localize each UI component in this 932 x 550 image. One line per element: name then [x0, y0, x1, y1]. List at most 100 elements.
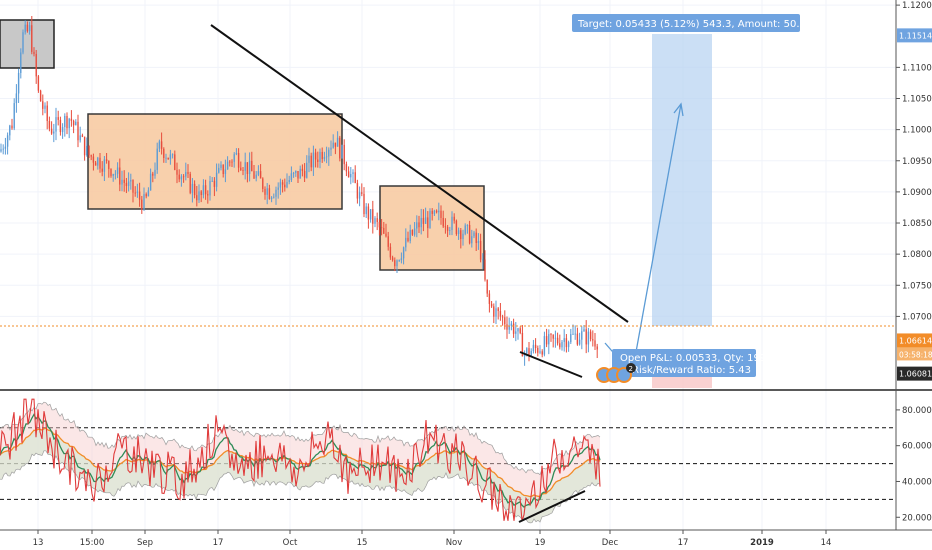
- oscillator-axis[interactable]: 80.0000 60.0000 40.0000 20.0000: [896, 406, 932, 523]
- candle-body: [68, 118, 70, 129]
- candle-body: [0, 149, 2, 152]
- candle-body: [385, 233, 387, 237]
- candle-body: [446, 226, 449, 231]
- candle-body: [451, 216, 453, 230]
- candle-body: [517, 328, 519, 332]
- price-axis[interactable]: 1.12000 1.11514 1.11000 1.10500 1.10000 1.095…: [896, 1, 932, 381]
- candle-body: [308, 155, 310, 163]
- candle-body: [202, 185, 205, 196]
- candle-body: [176, 169, 178, 175]
- candle-body: [475, 232, 477, 244]
- candle-body: [387, 236, 389, 247]
- candle-body: [394, 260, 396, 267]
- candle-body: [521, 332, 524, 357]
- price-axis-marker: [897, 28, 932, 43]
- candle-body: [376, 218, 378, 222]
- candle-body: [26, 24, 29, 32]
- candle-body: [279, 182, 282, 188]
- candle-body: [77, 121, 79, 141]
- candle-body: [281, 182, 284, 185]
- time-axis[interactable]: 13 15:00 Sep 17 Oct 15 Nov 19 Dec 17 2019 14: [33, 530, 832, 548]
- candle-body: [596, 346, 598, 350]
- candle-body: [433, 210, 436, 214]
- consolidation-box-1: [87, 113, 343, 210]
- candle-body: [83, 136, 86, 156]
- candle-body: [552, 334, 554, 339]
- candle-body: [442, 217, 444, 227]
- candle-body: [28, 25, 31, 32]
- candle-body: [290, 173, 293, 181]
- candle-body: [574, 333, 576, 335]
- candle-body: [204, 185, 207, 195]
- candle-body: [288, 180, 290, 183]
- position-markers[interactable]: [596, 367, 632, 383]
- position-badge[interactable]: [626, 363, 636, 373]
- candle-body: [339, 137, 341, 159]
- candle-body: [259, 171, 262, 179]
- candle-body: [499, 310, 502, 317]
- candle-body: [506, 324, 508, 330]
- candle-body: [211, 180, 213, 182]
- candle-body: [66, 115, 68, 129]
- candle-body: [367, 206, 370, 220]
- oscillator-band-upper-edge: [0, 401, 601, 476]
- candle-body: [231, 161, 233, 163]
- candle-body: [42, 101, 44, 109]
- price-axis-marker: [897, 333, 932, 348]
- candle-body: [567, 342, 570, 348]
- time-axis-label: 13: [33, 538, 44, 548]
- candle-body: [92, 156, 95, 163]
- candle-body: [277, 187, 279, 190]
- candle-body: [262, 178, 264, 189]
- candle-body: [53, 131, 55, 134]
- time-axis-label: Nov: [446, 538, 463, 548]
- candle-body: [20, 52, 22, 73]
- candle-body: [317, 159, 319, 162]
- time-axis-label: 15:00: [80, 538, 105, 548]
- candle-body: [372, 209, 374, 224]
- candle-body: [112, 174, 114, 176]
- candle-body: [240, 167, 242, 170]
- candle-body: [57, 117, 59, 120]
- candle-body: [354, 172, 356, 184]
- candle-body: [391, 257, 394, 261]
- candle-body: [61, 127, 64, 133]
- candle-body: [248, 160, 251, 174]
- candle-body: [116, 167, 119, 174]
- candle-body: [528, 348, 530, 356]
- candle-body: [578, 339, 581, 345]
- candle-body: [297, 171, 299, 179]
- time-axis-label: 17: [213, 538, 224, 548]
- candle-body: [213, 180, 216, 187]
- candle-body: [460, 230, 462, 240]
- candle-body: [420, 217, 422, 228]
- time-axis-label: 19: [535, 538, 546, 548]
- candle-body: [121, 179, 123, 185]
- candle-body: [310, 155, 312, 168]
- candle-body: [156, 148, 158, 170]
- candle-body: [361, 192, 363, 194]
- candle-body: [31, 25, 33, 52]
- candle-body: [444, 226, 447, 228]
- oscillator-series: [0, 398, 601, 524]
- candle-body: [358, 192, 361, 199]
- price-axis-label: 1.11000: [902, 63, 932, 73]
- candle-body: [70, 118, 73, 121]
- candle-body: [101, 168, 103, 172]
- candle-body: [336, 137, 339, 147]
- candle-body: [86, 145, 88, 156]
- candle-body: [504, 317, 506, 325]
- candle-body: [299, 168, 301, 179]
- candle-body: [488, 293, 491, 304]
- candle-body: [218, 167, 220, 173]
- candle-body: [405, 237, 407, 248]
- candle-body: [152, 173, 154, 176]
- price-axis-label: 1.10000: [902, 126, 932, 136]
- candle-body: [398, 260, 400, 261]
- candle-body: [422, 217, 425, 224]
- candle-body: [462, 233, 464, 240]
- candle-body: [561, 341, 563, 348]
- candle-body: [477, 241, 480, 244]
- candle-body: [138, 191, 141, 200]
